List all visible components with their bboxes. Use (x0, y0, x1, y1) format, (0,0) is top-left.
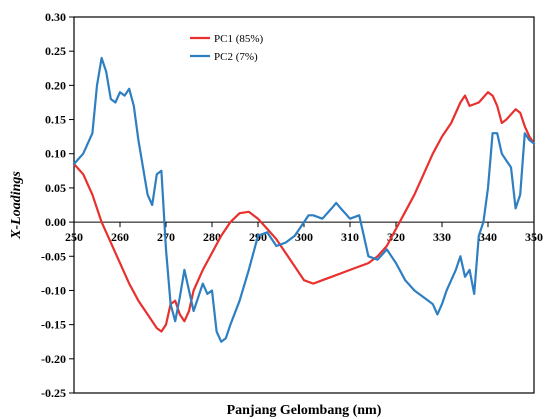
x-tick-label: 250 (65, 230, 83, 244)
y-axis-title: X-Loadings (9, 171, 24, 240)
x-tick-label: 280 (203, 230, 221, 244)
x-axis: 250 260 270 280 290 300 310 320 330 340 350 (65, 222, 543, 244)
x-tick-label: 350 (525, 230, 543, 244)
x-axis-title: Panjang Gelombang (nm) (227, 403, 382, 418)
x-tick-label: 340 (479, 230, 497, 244)
y-tick-label: 0.00 (45, 215, 66, 229)
y-tick-label: -0.15 (41, 318, 66, 332)
y-tick-label: 0.05 (45, 181, 66, 195)
y-tick-label: 0.30 (45, 10, 66, 24)
y-tick-label: -0.05 (41, 249, 66, 263)
x-tick-label: 320 (387, 230, 405, 244)
legend-label-1: PC1 (85%) (214, 33, 264, 45)
y-tick-label: -0.25 (41, 386, 66, 400)
legend-label-2: PC2 (7%) (214, 51, 258, 63)
x-tick-label: 300 (295, 230, 313, 244)
x-tick-label: 310 (341, 230, 359, 244)
x-tick-label: 330 (433, 230, 451, 244)
series-line-1 (72, 91, 536, 333)
y-axis: -0.25 -0.20 -0.15 -0.10 -0.05 0.00 0.05 0.10 0.1… (41, 10, 74, 400)
y-tick-label: 0.15 (45, 113, 66, 127)
legend: PC1 (85%) PC2 (7%) (190, 33, 264, 63)
y-tick-label: 0.25 (45, 44, 66, 58)
series-line-2 (72, 56, 536, 343)
y-tick-label: -0.10 (41, 283, 66, 297)
series-group (72, 56, 536, 343)
y-tick-label: 0.10 (45, 147, 66, 161)
x-tick-label: 260 (111, 230, 129, 244)
y-tick-label: -0.20 (41, 352, 66, 366)
plot-frame (73, 16, 535, 394)
y-tick-label: 0.20 (45, 78, 66, 92)
